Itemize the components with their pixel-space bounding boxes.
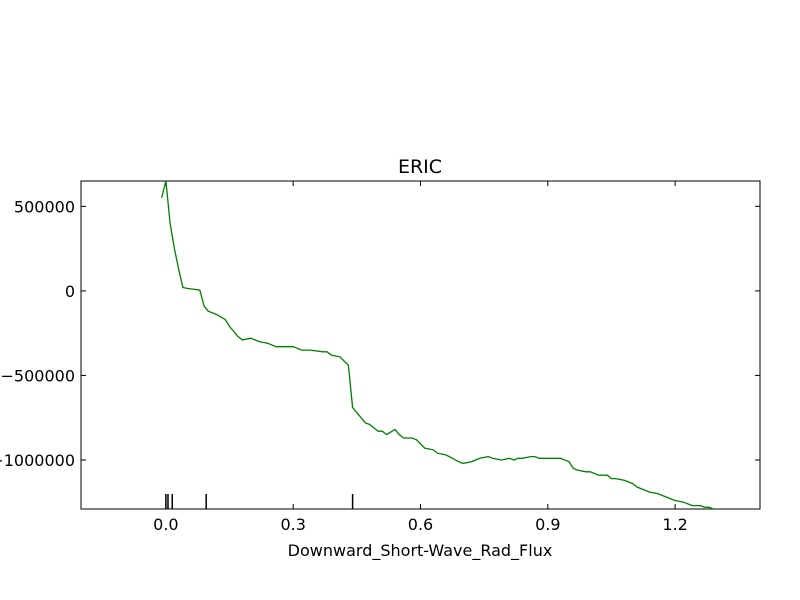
series-line <box>160 180 714 510</box>
y-tick-label: 0 <box>65 282 75 301</box>
y-tick-label: 500000 <box>14 197 75 216</box>
x-axis-title: Downward_Short-Wave_Rad_Flux <box>288 541 553 561</box>
x-tick-label: 0.9 <box>535 515 560 534</box>
x-axis: 0.0 0.3 0.6 0.9 1.2 <box>153 181 688 534</box>
y-tick-label: −1000000 <box>0 451 75 470</box>
x-tick-label: 0.0 <box>153 515 178 534</box>
rug-layer <box>165 494 354 509</box>
series-layer <box>160 180 714 510</box>
x-tick-label: 0.3 <box>280 515 305 534</box>
x-tick-label: 1.2 <box>662 515 687 534</box>
chart-title: ERIC <box>398 156 442 178</box>
y-axis: 500000 0 −500000 −1000000 <box>0 197 760 470</box>
plot-area <box>80 180 761 510</box>
y-tick-label: −500000 <box>1 366 75 385</box>
plot-frame <box>80 180 761 510</box>
x-tick-label: 0.6 <box>408 515 433 534</box>
